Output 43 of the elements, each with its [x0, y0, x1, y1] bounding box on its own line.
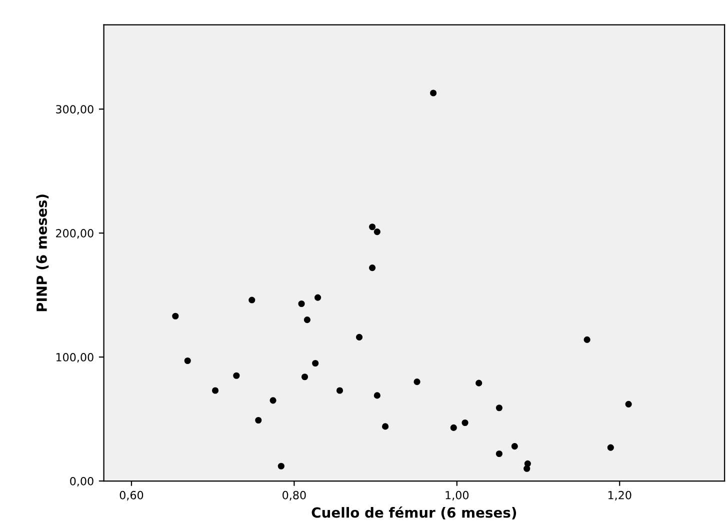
point: [212, 387, 219, 394]
point: [414, 378, 420, 386]
point: [278, 462, 284, 470]
point: [524, 465, 530, 472]
point: [374, 392, 380, 399]
y-tick-label: 100,00: [56, 353, 94, 363]
x-axis-title: Cuello de fémur (6 meses): [312, 506, 516, 520]
point: [172, 312, 179, 320]
point: [233, 372, 240, 379]
point: [450, 424, 457, 431]
point: [382, 423, 389, 430]
point: [356, 334, 363, 340]
point: [607, 444, 614, 451]
y-tick-label: 200,00: [56, 229, 94, 239]
point: [584, 336, 590, 343]
point: [368, 224, 376, 230]
point: [511, 443, 518, 450]
point: [368, 264, 376, 272]
y-axis-title: PINP (6 meses): [36, 194, 49, 312]
y-tick-label: 300,00: [56, 105, 94, 115]
point: [298, 300, 305, 308]
point: [304, 316, 310, 324]
y-tick-label: 0,00: [70, 476, 94, 487]
point: [184, 357, 191, 364]
point: [248, 296, 256, 304]
x-tick-label: 1,20: [608, 490, 632, 500]
x-tick-label: 1,00: [446, 490, 469, 500]
point: [314, 294, 322, 301]
point: [270, 397, 276, 404]
x-tick-label: 0,60: [120, 490, 144, 500]
point: [374, 228, 380, 236]
point: [301, 374, 308, 380]
point: [336, 387, 344, 394]
point: [430, 90, 437, 96]
point: [625, 400, 632, 408]
point: [524, 460, 531, 467]
point: [476, 380, 482, 386]
point: [496, 450, 502, 458]
point: [312, 360, 319, 367]
x-tick-label: 0,80: [282, 490, 306, 500]
point: [496, 404, 502, 412]
point: [462, 419, 468, 426]
point: [255, 416, 262, 424]
